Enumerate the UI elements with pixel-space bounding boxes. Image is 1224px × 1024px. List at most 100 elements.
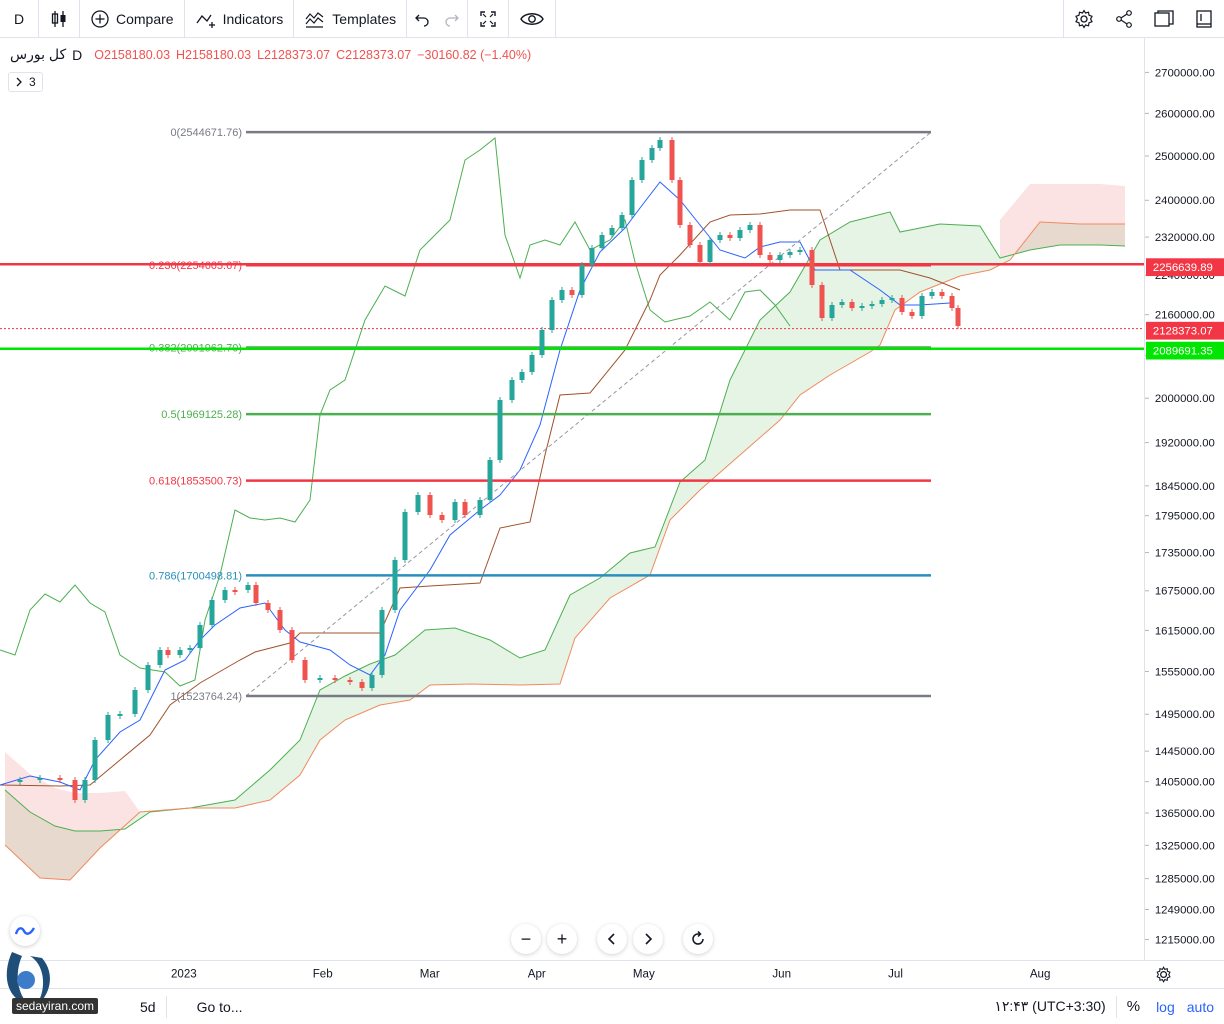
toolbar-divider xyxy=(555,0,557,38)
indicators-collapse-button[interactable]: 3 xyxy=(8,72,43,92)
goto-button[interactable]: Go to... xyxy=(187,989,253,1024)
price-tick-label: 1735000.00 xyxy=(1155,548,1215,560)
tradingview-logo-icon xyxy=(15,927,35,935)
candle-body xyxy=(707,240,713,262)
chart-type-button[interactable] xyxy=(39,0,79,38)
price-tick-label: 1795000.00 xyxy=(1155,511,1215,523)
zoom-in-button[interactable]: + xyxy=(547,924,577,954)
candle-body xyxy=(145,665,151,690)
candle-body xyxy=(929,292,935,296)
visibility-button[interactable] xyxy=(509,0,555,38)
interval-button[interactable]: D xyxy=(0,0,38,38)
scroll-left-button[interactable] xyxy=(597,924,627,954)
price-tick-label: 1845000.00 xyxy=(1155,481,1215,493)
price-tick-label: 1249000.00 xyxy=(1155,904,1215,916)
fullscreen-button[interactable] xyxy=(468,0,508,38)
candle-body xyxy=(767,255,773,260)
price-chart[interactable]: 0(2544671.76)0.236(2254665.67)0.382(2091… xyxy=(0,38,1144,960)
fib-level-label: 0(2544671.76) xyxy=(170,127,242,139)
share-button[interactable] xyxy=(1104,0,1144,38)
candle-body xyxy=(157,650,163,665)
range-5d-button[interactable]: 5d xyxy=(130,989,166,1024)
scroll-right-button[interactable] xyxy=(633,924,663,954)
candle-body xyxy=(559,290,565,300)
candle-body xyxy=(599,235,605,248)
goto-label: Go to... xyxy=(196,998,243,1015)
tenkan-sen-line xyxy=(0,181,951,791)
candle-body xyxy=(415,495,421,512)
candlestick-series xyxy=(17,137,961,803)
price-tick-label: 2160000.00 xyxy=(1155,310,1215,322)
candle-body xyxy=(359,682,365,688)
zoom-out-button[interactable]: − xyxy=(511,924,541,954)
price-tick-label: 1325000.00 xyxy=(1155,840,1215,852)
candle-body xyxy=(939,292,945,296)
candle-body xyxy=(439,515,445,520)
price-axis[interactable]: 2700000.00 2600000.00 2500000.00 2400000.00… xyxy=(1144,38,1224,960)
candle-body xyxy=(253,585,259,603)
candle-body xyxy=(657,140,663,148)
ichimoku-cloud-bearish-area xyxy=(1000,184,1125,258)
candle-body xyxy=(955,308,961,326)
price-tick-label: 1555000.00 xyxy=(1155,666,1215,678)
fib-level-label: 0.5(1969125.28) xyxy=(161,409,242,421)
undo-button[interactable] xyxy=(407,0,437,38)
candle-body xyxy=(609,228,615,235)
range-5d-label: 5d xyxy=(140,998,156,1015)
alert-button[interactable] xyxy=(1184,0,1224,38)
candle-body xyxy=(509,380,515,400)
price-tick-label: 2320000.00 xyxy=(1155,232,1215,244)
chevron-left-icon xyxy=(607,933,615,945)
toolbar-divider xyxy=(467,0,469,38)
indicators-button[interactable]: Indicators xyxy=(185,0,294,38)
time-tick-label: May xyxy=(633,968,655,980)
auto-scale-button[interactable]: auto xyxy=(1181,989,1224,1024)
candle-body xyxy=(619,215,625,228)
snapshot-button[interactable] xyxy=(1144,0,1184,38)
axis-settings-icon[interactable] xyxy=(1156,966,1171,983)
snapshot-icon xyxy=(1154,9,1174,27)
templates-label: Templates xyxy=(332,10,397,27)
redo-button[interactable] xyxy=(437,0,467,38)
chevron-right-icon xyxy=(645,933,653,945)
toolbar-divider xyxy=(406,0,408,38)
price-tick-label: 1445000.00 xyxy=(1155,746,1215,758)
compare-button[interactable]: Compare xyxy=(80,0,184,38)
candle-body xyxy=(949,296,955,308)
price-tick-label: 1285000.00 xyxy=(1155,874,1215,886)
time-tick-label: 2023 xyxy=(171,968,197,980)
timezone-button[interactable]: ۱۲:۴۳ (UTC+3:30) xyxy=(984,989,1115,1024)
senkou-span-b-line xyxy=(4,221,1125,881)
candle-body xyxy=(639,160,645,180)
last-price-label-box xyxy=(1145,321,1224,340)
reset-chart-button[interactable] xyxy=(683,924,713,954)
candle-body xyxy=(717,235,723,240)
tradingview-logo[interactable] xyxy=(10,916,40,946)
compare-label: Compare xyxy=(116,10,174,27)
settings-button[interactable] xyxy=(1064,0,1104,38)
horizontal-lines xyxy=(0,262,1144,350)
legend-high: H2158180.03 xyxy=(176,47,252,62)
candle-body xyxy=(117,714,123,716)
legend-low: L2128373.07 xyxy=(257,47,331,62)
senkou-span-a-line xyxy=(4,211,1126,832)
percent-scale-button[interactable]: % xyxy=(1117,989,1150,1024)
toolbar-divider xyxy=(38,0,39,38)
price-tick-label: 1405000.00 xyxy=(1155,777,1215,789)
symbol-name[interactable]: کل بورس xyxy=(10,46,67,62)
bottombar-divider xyxy=(165,995,167,1018)
indicators-icon xyxy=(196,14,215,28)
candle-body xyxy=(37,778,43,780)
candle-body xyxy=(17,780,23,782)
candle-body xyxy=(809,250,815,285)
templates-button[interactable]: Templates xyxy=(294,0,406,38)
candle-body xyxy=(277,610,283,630)
candle-body xyxy=(797,250,803,252)
toolbar-divider xyxy=(508,0,510,38)
price-tick-label: 2000000.00 xyxy=(1155,393,1215,405)
log-scale-button[interactable]: log xyxy=(1150,989,1181,1024)
auto-label: auto xyxy=(1186,998,1214,1015)
time-axis[interactable]: 2023 Feb Mar Apr May Jun Jul Aug xyxy=(0,960,1224,988)
price-tick-label: 1920000.00 xyxy=(1155,438,1215,450)
candle-body xyxy=(462,502,468,515)
